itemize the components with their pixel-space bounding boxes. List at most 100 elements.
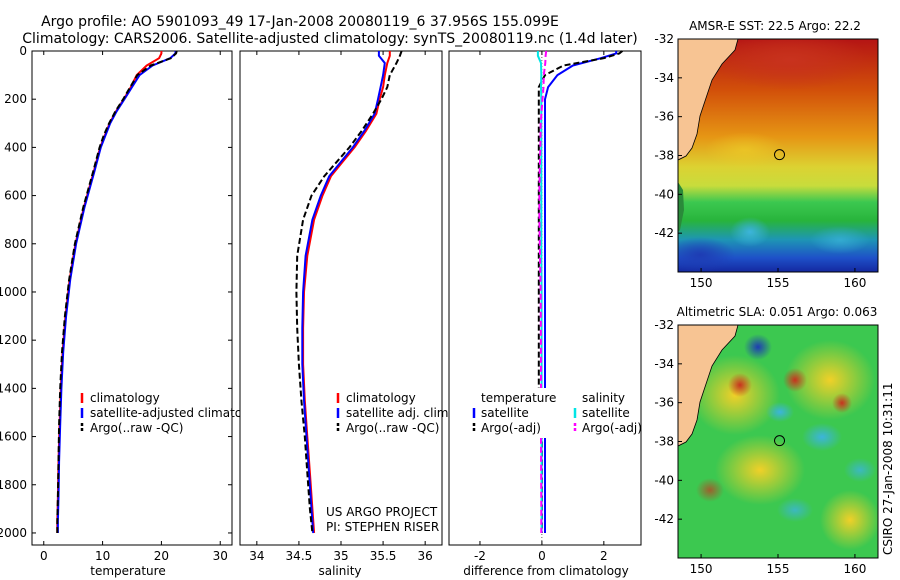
argo-location-marker	[774, 435, 786, 447]
lon-tick-label: 155	[767, 562, 790, 576]
y-tick-label: 1400	[0, 381, 27, 395]
legend-label-sal-satellite: satellite	[582, 406, 630, 420]
cold-water	[678, 237, 735, 272]
sla-low-3	[766, 402, 794, 422]
lat-tick-label: -32	[654, 318, 674, 332]
legend-label-satellite: satellite-adjusted climatology	[90, 406, 268, 420]
x-tick-label: 20	[154, 549, 169, 563]
x-tick-label: 0	[40, 549, 48, 563]
lon-tick-label: 150	[690, 562, 713, 576]
legend-label-satellite: satellite adj. clim.	[346, 406, 452, 420]
x-tick-label: 0	[538, 549, 546, 563]
csiro-timestamp: CSIRO 27-Jan-2008 10:31:11	[881, 383, 895, 555]
y-tick-label: 1000	[0, 285, 27, 299]
lat-tick-label: -36	[654, 396, 674, 410]
x-tick-label: 2	[600, 549, 608, 563]
legend-label-climatology: climatology	[346, 391, 416, 405]
lon-tick-label: 160	[843, 562, 866, 576]
salinity-legend: climatology satellite adj. clim. Argo(..…	[336, 391, 452, 435]
sla-anomaly-4	[820, 490, 878, 550]
lon-tick-label: 150	[690, 276, 713, 290]
y-tick-label: 800	[4, 237, 27, 251]
argo-location-marker	[774, 149, 786, 161]
y-tick-label: 1800	[0, 478, 27, 492]
australia-coastline	[678, 325, 739, 447]
series-line-satellite-adj-clim-	[301, 51, 386, 534]
australia-coastline	[678, 39, 739, 161]
sla-anomaly-3	[715, 435, 805, 505]
temperature-xlabel: temperature	[90, 564, 165, 578]
legend-header-salinity: salinity	[582, 391, 625, 405]
lat-tick-label: -42	[654, 226, 674, 240]
sla-map-panel: Altimetric SLA: 0.051 Argo: 0.063 150 155…	[654, 305, 879, 576]
legend-background	[470, 388, 630, 438]
lat-tick-label: -34	[654, 71, 674, 85]
sla-low-1	[744, 334, 772, 360]
sla-low-4	[777, 498, 813, 522]
series-line-satellite-adjusted-climatology	[56, 51, 177, 533]
lat-tick-label: -36	[654, 110, 674, 124]
x-tick-label: 30	[213, 549, 228, 563]
y-tick-label: 400	[4, 140, 27, 154]
pi-annotation: PI: STEPHEN RISER	[326, 520, 439, 534]
sla-low-5	[844, 458, 876, 482]
sla-anomaly-2	[785, 340, 875, 420]
sla-map-ticks: 150 155 160 -32 -34 -36 -38 -40 -42	[654, 318, 866, 576]
temperature-series	[56, 50, 178, 533]
series-line-argo-raw-qc-	[56, 50, 178, 533]
lat-tick-label: -34	[654, 357, 674, 371]
warm-tongue	[705, 132, 785, 168]
warm-anomaly	[710, 39, 870, 90]
y-tick-label: 1600	[0, 430, 27, 444]
sst-map-panel: AMSR-E SST: 22.5 Argo: 22.2 150 155 160 -32…	[654, 19, 879, 290]
sst-heatmap-field	[678, 39, 878, 272]
sla-map-title: Altimetric SLA: 0.051 Argo: 0.063	[677, 305, 878, 319]
x-tick-label: 34.5	[286, 549, 313, 563]
legend-label-temp-argo: Argo(-adj)	[481, 421, 541, 435]
sst-map-title: AMSR-E SST: 22.5 Argo: 22.2	[689, 19, 861, 33]
temperature-legend: climatology satellite-adjusted climatolo…	[80, 391, 268, 435]
lat-tick-label: -40	[654, 187, 674, 201]
figure-title-line1: Argo profile: AO 5901093_49 17-Jan-2008 …	[41, 14, 559, 30]
lat-tick-label: -42	[654, 512, 674, 526]
lon-tick-label: 160	[843, 276, 866, 290]
sla-high-1	[728, 373, 752, 397]
legend-label-sal-argo: Argo(-adj)	[582, 421, 642, 435]
legend-label-argo: Argo(..raw -QC)	[90, 421, 183, 435]
sla-heatmap-field	[678, 325, 878, 558]
x-tick-label: 36	[418, 549, 433, 563]
y-tick-label: 2000	[0, 526, 27, 540]
sla-high-3	[832, 393, 852, 413]
legend-header-temperature: temperature	[481, 391, 556, 405]
lat-tick-label: -40	[654, 473, 674, 487]
depth-axis-ticks: 0 200 400 600 800 1000 1200 1400 1600 1800 2000	[0, 44, 641, 540]
y-tick-label: 1200	[0, 333, 27, 347]
legend-label-temp-satellite: satellite	[481, 406, 529, 420]
lat-tick-label: -32	[654, 32, 674, 46]
salinity-xlabel: salinity	[318, 564, 361, 578]
figure-title-line2: Climatology: CARS2006. Satellite-adjuste…	[22, 31, 637, 47]
y-tick-label: 600	[4, 189, 27, 203]
x-tick-label: 34	[249, 549, 264, 563]
y-tick-label: 0	[19, 44, 27, 58]
difference-profile-panel: -2 0 2 difference from climatology tempera…	[448, 50, 642, 578]
x-tick-label: -2	[474, 549, 486, 563]
lat-tick-label: -38	[654, 435, 674, 449]
sla-high-2	[783, 368, 807, 392]
salinity-series	[295, 50, 403, 534]
project-annotation: US ARGO PROJECT	[326, 505, 438, 519]
lat-tick-label: -38	[654, 149, 674, 163]
difference-legend: temperature salinity satellite Argo(-adj…	[470, 388, 642, 438]
lon-tick-label: 155	[767, 276, 790, 290]
sla-high-4	[696, 478, 724, 502]
series-line-argo-raw-qc-	[295, 50, 403, 534]
salinity-profile-panel: 34 34.5 35 35.5 36 salinity climatology sate…	[239, 50, 452, 578]
x-tick-label: 35.5	[370, 549, 397, 563]
x-tick-label: 35	[333, 549, 348, 563]
sla-low-2	[802, 423, 842, 451]
difference-xlabel: difference from climatology	[463, 564, 629, 578]
sst-map-ticks: 150 155 160 -32 -34 -36 -38 -40 -42	[654, 32, 866, 290]
cool-eddy-2	[810, 226, 870, 254]
